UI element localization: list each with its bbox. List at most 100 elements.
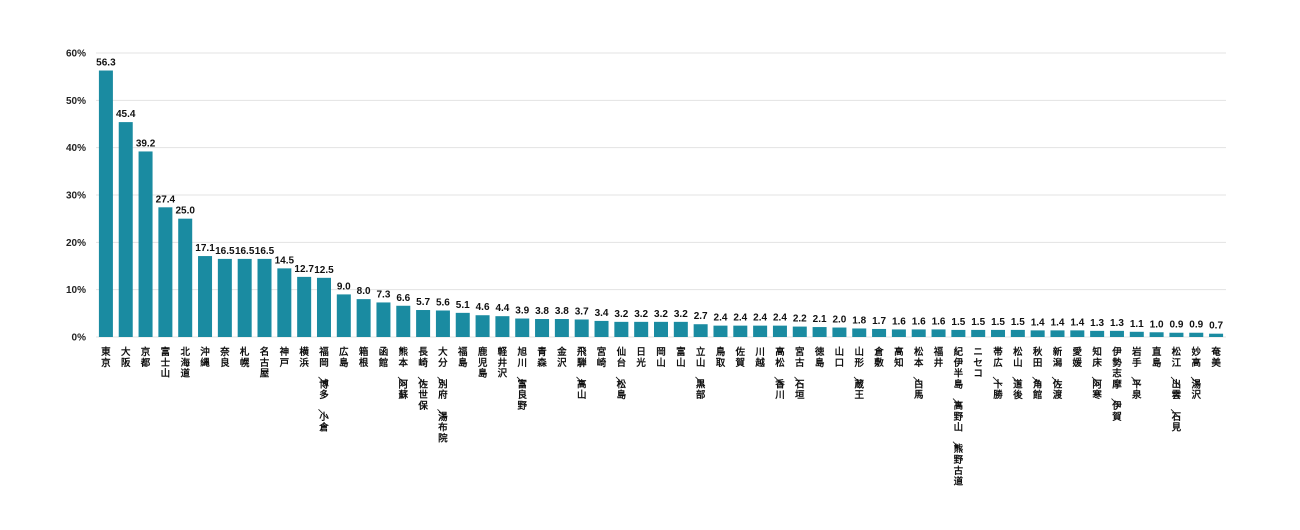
data-label: 39.2: [136, 138, 156, 149]
data-label: 4.6: [476, 302, 490, 313]
data-label: 3.2: [634, 309, 648, 320]
data-label: 25.0: [175, 206, 195, 217]
x-tick-label: 名古屋: [260, 346, 270, 380]
x-tick-label: 奄美: [1210, 346, 1221, 369]
x-tick-label: 札幌: [239, 346, 250, 369]
data-label: 2.4: [773, 313, 787, 324]
bar: [455, 312, 470, 337]
bar: [554, 319, 569, 337]
data-label: 2.7: [694, 311, 708, 322]
bar: [396, 305, 411, 337]
bar: [1010, 329, 1025, 337]
x-tick-label: 宮古／石垣: [792, 346, 805, 401]
bar: [891, 329, 906, 337]
data-label: 2.4: [714, 313, 728, 324]
x-tick-label: 大阪: [121, 346, 131, 369]
data-label: 56.3: [96, 58, 116, 69]
x-tick-label: 倉敷: [873, 346, 884, 369]
bar: [971, 329, 986, 337]
x-tick-label: 妙高／湯沢: [1189, 346, 1202, 401]
data-label: 1.0: [1150, 319, 1164, 330]
x-tick-label: 鳥取: [716, 346, 726, 369]
data-label: 1.6: [932, 316, 946, 327]
bar: [1129, 331, 1144, 337]
data-label: 7.3: [377, 289, 391, 300]
bar: [435, 310, 450, 337]
bar: [693, 324, 708, 337]
x-tick-label: 紀伊半島／高野山／熊野古道: [951, 346, 964, 488]
bar: [1169, 332, 1184, 337]
x-tick-label: 富士山: [161, 346, 171, 380]
x-tick-label: 日光: [635, 347, 646, 369]
x-tick-label: 佐賀: [735, 346, 746, 369]
data-label: 8.0: [357, 286, 371, 297]
x-tick-label: 函館: [378, 347, 389, 369]
x-tick-label: 宮崎: [597, 346, 607, 369]
bar: [772, 325, 787, 337]
data-label: 3.2: [674, 309, 688, 320]
x-tick-label: 伊勢志摩／伊賀: [1109, 346, 1122, 423]
x-tick-label: 青森: [537, 346, 547, 369]
bar: [812, 327, 827, 337]
x-tick-label: 山形／蔵王: [851, 346, 864, 401]
x-tick-label: 松山／道後: [1010, 346, 1023, 401]
data-label: 2.1: [813, 314, 827, 325]
bar: [336, 294, 351, 337]
data-label: 1.6: [892, 316, 906, 327]
bar: [257, 258, 272, 337]
x-tick-label: 松江／出雲／石見: [1169, 346, 1182, 434]
x-tick-label: 旭川／富良野: [514, 346, 527, 412]
bar: [594, 320, 609, 337]
data-label: 4.4: [495, 303, 509, 314]
x-tick-label: 京都: [140, 346, 151, 369]
data-label: 1.5: [991, 317, 1005, 328]
data-label: 3.4: [595, 308, 609, 319]
bar: [1109, 330, 1124, 337]
x-tick-label: 神戸: [280, 346, 290, 369]
x-tick-label: 高知: [893, 346, 904, 369]
data-label: 3.8: [555, 306, 569, 317]
data-label: 6.6: [396, 293, 410, 304]
bar: [515, 318, 530, 337]
data-label: 2.0: [832, 315, 846, 326]
bar: [158, 207, 173, 337]
x-tick-label: 福岡／博多／小倉: [316, 346, 329, 434]
bar: [237, 258, 252, 337]
data-label: 16.5: [235, 246, 255, 257]
data-label: 16.5: [255, 246, 275, 257]
bar: [872, 328, 887, 337]
data-label: 2.4: [733, 313, 747, 324]
data-label: 12.7: [294, 264, 314, 275]
bar: [614, 321, 629, 337]
x-tick-label: 東京: [100, 346, 111, 369]
data-label: 1.5: [951, 317, 965, 328]
data-label: 1.8: [852, 315, 866, 326]
x-tick-label: 北海道: [180, 346, 190, 380]
bar: [673, 321, 688, 337]
x-tick-label: 仙台／松島: [614, 346, 627, 401]
x-tick-label: 福島: [457, 346, 468, 369]
data-label: 1.3: [1090, 318, 1104, 329]
x-tick-label: ニセコ: [973, 347, 983, 380]
data-label: 1.1: [1130, 319, 1144, 330]
x-tick-label: 知床／阿寒: [1089, 346, 1102, 401]
x-tick-label: 高松／香川: [772, 346, 785, 401]
bar: [574, 319, 589, 337]
bar: [535, 319, 550, 337]
bar: [217, 258, 232, 337]
bar: [1149, 332, 1164, 337]
bar: [1050, 330, 1065, 337]
x-tick-label: 軽井沢: [498, 346, 508, 380]
bar: [951, 329, 966, 337]
bar: [178, 218, 193, 337]
x-tick-label: 沖縄: [200, 346, 210, 369]
x-tick-label: 横浜: [299, 346, 309, 369]
data-label: 3.9: [515, 306, 529, 317]
bar: [733, 325, 748, 337]
x-tick-label: 熊本／阿蘇: [396, 346, 409, 401]
bar: [198, 256, 213, 337]
bar: [297, 276, 312, 337]
data-label: 1.5: [971, 317, 985, 328]
y-tick-label: 10%: [66, 285, 86, 296]
bar: [931, 329, 946, 337]
